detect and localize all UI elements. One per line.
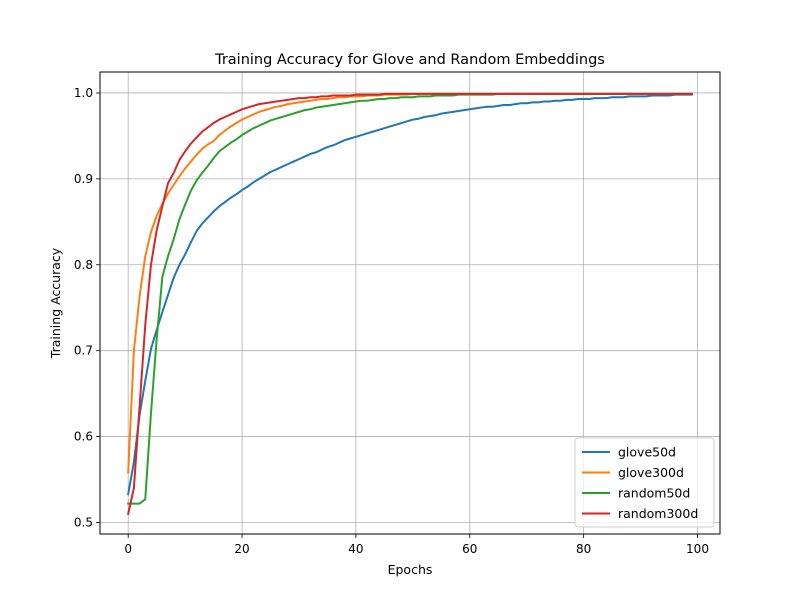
x-tick-label: 40 xyxy=(348,542,363,556)
y-tick-label: 0.6 xyxy=(74,430,93,444)
legend-label-glove50d: glove50d xyxy=(618,445,676,460)
grid xyxy=(100,72,720,534)
x-tick-label: 60 xyxy=(462,542,477,556)
series-line-random300d xyxy=(126,92,693,516)
y-tick-label: 1.0 xyxy=(74,86,93,100)
legend-label-random300d: random300d xyxy=(618,506,698,521)
plot-frame xyxy=(99,71,721,535)
y-axis-label: Training Accuracy xyxy=(48,247,63,359)
legend-label-random50d: random50d xyxy=(618,486,690,501)
x-axis-label: Epochs xyxy=(388,562,433,577)
x-tick-label: 100 xyxy=(686,542,709,556)
axis-ticks: 0 20 40 60 80 100 0.5 0.6 0.7 0.8 0.9 1.0 xyxy=(74,86,709,556)
legend-box xyxy=(574,437,715,528)
x-tick-label: 20 xyxy=(234,542,249,556)
y-tick-label: 0.9 xyxy=(74,172,93,186)
x-tick-label: 80 xyxy=(576,542,591,556)
y-tick-label: 0.7 xyxy=(74,344,93,358)
y-tick-label: 0.5 xyxy=(74,515,93,529)
x-tick-label: 0 xyxy=(124,542,132,556)
chart-title: Training Accuracy for Glove and Random E… xyxy=(214,52,605,68)
series-lines xyxy=(126,92,693,516)
legend-label-glove300d: glove300d xyxy=(618,465,684,480)
series-line-glove50d xyxy=(127,93,693,496)
y-tick-label: 0.8 xyxy=(74,258,93,272)
legend: glove50d glove300d random50d random300d xyxy=(574,437,715,528)
